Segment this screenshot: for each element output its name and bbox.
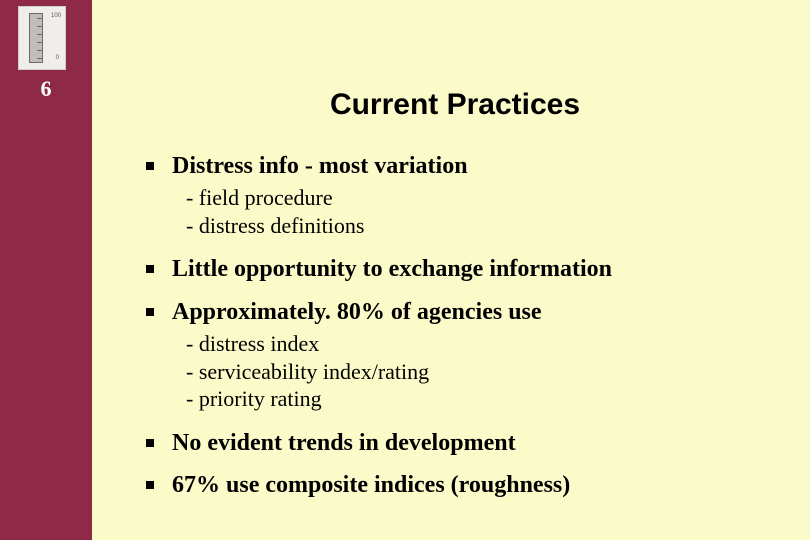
ruler-shape — [29, 13, 43, 63]
sub-item: - distress index — [186, 330, 750, 358]
bullet-square-icon — [146, 308, 154, 316]
sub-item: - priority rating — [186, 385, 750, 413]
slide-number: 6 — [0, 76, 92, 102]
ruler-label-bottom: 0 — [56, 55, 59, 61]
bullet-square-icon — [146, 481, 154, 489]
bullet-item: 67% use composite indices (roughness) — [146, 469, 750, 501]
bullet-head: Little opportunity to exchange informati… — [172, 253, 750, 285]
sub-item: - serviceability index/rating — [186, 358, 750, 386]
ruler-label-top: 100 — [51, 13, 61, 19]
sub-item: - field procedure — [186, 184, 750, 212]
bullet-head: 67% use composite indices (roughness) — [172, 469, 750, 501]
bullet-item: Approximately. 80% of agencies use - dis… — [146, 296, 750, 413]
bullet-item: Little opportunity to exchange informati… — [146, 253, 750, 285]
logo-ruler-icon: 100 0 — [18, 6, 66, 70]
sub-item: - distress definitions — [186, 212, 750, 240]
bullet-head: Distress info - most variation — [172, 150, 750, 182]
sub-list: - field procedure - distress definitions — [172, 184, 750, 239]
slide-content: Current Practices Distress info - most v… — [110, 0, 800, 540]
bullet-head: No evident trends in development — [172, 427, 750, 459]
bullet-list: Distress info - most variation - field p… — [110, 150, 750, 501]
bullet-square-icon — [146, 162, 154, 170]
bullet-square-icon — [146, 439, 154, 447]
bullet-square-icon — [146, 265, 154, 273]
sub-list: - distress index - serviceability index/… — [172, 330, 750, 413]
bullet-head: Approximately. 80% of agencies use — [172, 296, 750, 328]
bullet-item: Distress info - most variation - field p… — [146, 150, 750, 239]
sidebar: 100 0 6 — [0, 0, 92, 540]
slide-title: Current Practices — [165, 88, 745, 122]
bullet-item: No evident trends in development — [146, 427, 750, 459]
